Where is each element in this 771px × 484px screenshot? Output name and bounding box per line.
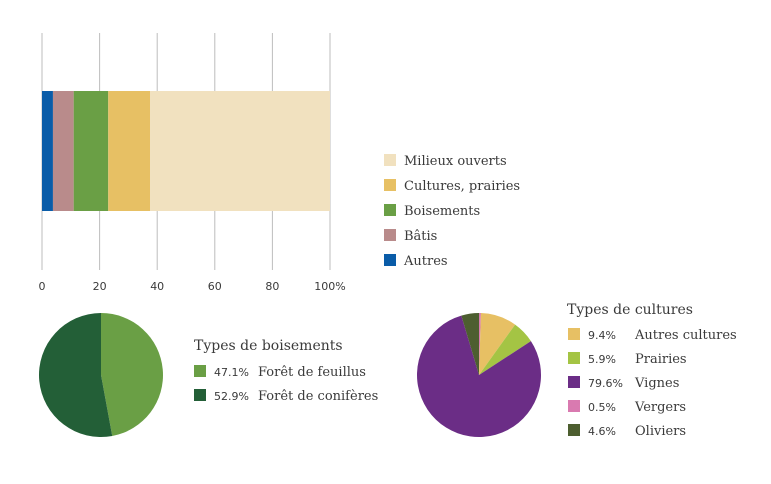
legend-label: Oliviers bbox=[635, 424, 686, 439]
bar-segment bbox=[150, 91, 330, 211]
legend-swatch bbox=[194, 389, 206, 401]
bar-tick-label: 80 bbox=[265, 280, 279, 293]
pie-legend-boisements: 47.1% Forêt de feuillus 52.9% Forêt de coni… bbox=[194, 365, 378, 404]
pie-slice bbox=[101, 313, 163, 436]
stacked-bar-chart: 0 20 40 60 80 100% Milieux ouverts Cultures, p… bbox=[39, 33, 520, 293]
pie-slice bbox=[417, 315, 541, 437]
bar-legend: Milieux ouverts Cultures, prairies Boiseme… bbox=[384, 154, 520, 269]
pie-title-boisements: Types de boisements bbox=[194, 338, 343, 354]
legend-percent: 52.9% bbox=[214, 390, 249, 403]
bar-tick-label: 40 bbox=[150, 280, 164, 293]
pie-slice bbox=[461, 313, 479, 375]
legend-percent: 5.9% bbox=[588, 353, 616, 366]
legend-percent: 9.4% bbox=[588, 329, 616, 342]
bar-tick-label: 60 bbox=[208, 280, 222, 293]
pie-chart-cultures: Types de cultures 9.4% Autres cultures 5.9… bbox=[417, 302, 737, 439]
pie-slice bbox=[479, 313, 481, 375]
legend-label: Boisements bbox=[404, 204, 480, 219]
legend-swatch bbox=[384, 154, 396, 166]
pie-title-cultures: Types de cultures bbox=[567, 302, 693, 318]
bar-segment bbox=[52, 91, 74, 211]
legend-swatch bbox=[384, 179, 396, 191]
legend-swatch bbox=[384, 229, 396, 241]
legend-percent: 47.1% bbox=[214, 366, 249, 379]
bar-segment bbox=[108, 91, 150, 211]
legend-swatch bbox=[194, 365, 206, 377]
legend-label: Vergers bbox=[634, 400, 686, 415]
legend-swatch bbox=[384, 204, 396, 216]
legend-label: Bâtis bbox=[404, 229, 437, 244]
pie-legend-cultures: 9.4% Autres cultures 5.9% Prairies 79.6% Vign… bbox=[568, 328, 737, 439]
bar-tick-label: 0 bbox=[39, 280, 46, 293]
legend-percent: 0.5% bbox=[588, 401, 616, 414]
legend-label: Autres bbox=[403, 254, 448, 269]
legend-swatch bbox=[568, 376, 580, 388]
legend-label: Prairies bbox=[635, 352, 687, 367]
legend-swatch bbox=[384, 254, 396, 266]
bar-segments bbox=[42, 91, 330, 211]
bar-segment bbox=[42, 91, 53, 211]
legend-label: Forêt de conifères bbox=[258, 389, 378, 404]
pie-slice bbox=[479, 324, 531, 375]
bar-segment bbox=[73, 91, 109, 211]
legend-percent: 4.6% bbox=[588, 425, 616, 438]
pie-chart-boisements: Types de boisements 47.1% Forêt de feuill… bbox=[38, 313, 378, 438]
pie-slices-cultures bbox=[417, 313, 541, 437]
legend-swatch bbox=[568, 400, 580, 412]
legend-swatch bbox=[568, 352, 580, 364]
legend-percent: 79.6% bbox=[588, 377, 623, 390]
legend-label: Forêt de feuillus bbox=[258, 365, 366, 380]
legend-label: Cultures, prairies bbox=[404, 179, 520, 194]
bar-tick-label: 100% bbox=[314, 280, 345, 293]
legend-label: Milieux ouverts bbox=[404, 154, 507, 169]
pie-slice bbox=[38, 313, 113, 438]
bar-tick-label: 20 bbox=[93, 280, 107, 293]
bar-ticks: 0 20 40 60 80 100% bbox=[39, 280, 346, 293]
legend-swatch bbox=[568, 328, 580, 340]
legend-label: Autres cultures bbox=[634, 328, 737, 343]
pie-slices-boisements bbox=[38, 313, 163, 438]
legend-label: Vignes bbox=[634, 376, 679, 391]
legend-swatch bbox=[568, 424, 580, 436]
pie-slice bbox=[479, 313, 516, 375]
